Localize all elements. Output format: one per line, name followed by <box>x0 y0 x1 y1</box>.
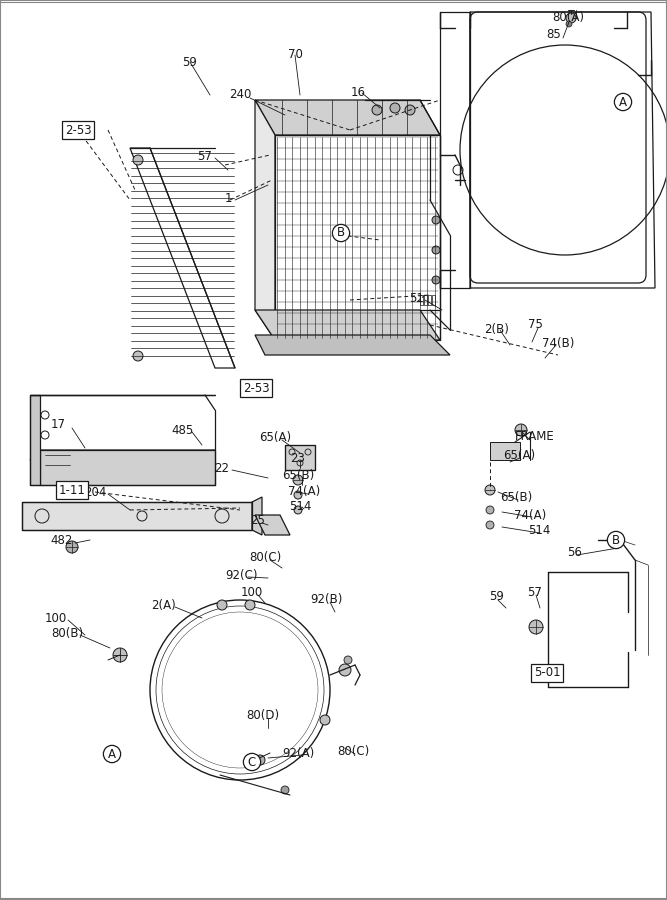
Text: 65(A): 65(A) <box>503 448 535 462</box>
Text: 70: 70 <box>287 49 302 61</box>
Polygon shape <box>30 395 40 485</box>
Text: 22: 22 <box>215 462 229 474</box>
Text: 57: 57 <box>197 150 212 164</box>
Text: 56: 56 <box>568 546 582 560</box>
Polygon shape <box>255 335 450 355</box>
Text: 5-01: 5-01 <box>534 667 560 680</box>
Text: 59: 59 <box>490 590 504 604</box>
Circle shape <box>320 715 330 725</box>
Circle shape <box>485 485 495 495</box>
Circle shape <box>66 541 78 553</box>
Text: 17: 17 <box>51 418 65 431</box>
Text: 74(B): 74(B) <box>542 337 574 349</box>
Text: 2-53: 2-53 <box>65 123 91 137</box>
Polygon shape <box>255 515 290 535</box>
Text: 51: 51 <box>410 292 424 304</box>
Polygon shape <box>40 450 215 485</box>
Circle shape <box>566 21 572 27</box>
Text: 2(B): 2(B) <box>484 323 510 337</box>
Circle shape <box>486 506 494 514</box>
Circle shape <box>293 475 303 485</box>
Circle shape <box>432 276 440 284</box>
Circle shape <box>390 103 400 113</box>
Text: 1: 1 <box>224 192 231 204</box>
Text: 92(B): 92(B) <box>309 593 342 607</box>
Circle shape <box>133 155 143 165</box>
Text: C: C <box>248 755 256 769</box>
Text: 65(B): 65(B) <box>500 491 532 505</box>
Circle shape <box>566 13 576 23</box>
Circle shape <box>255 755 265 765</box>
Text: 85: 85 <box>547 29 562 41</box>
Text: 23: 23 <box>291 452 305 464</box>
Text: FRAME: FRAME <box>515 430 555 444</box>
Text: 74(A): 74(A) <box>288 485 320 499</box>
Circle shape <box>515 424 527 436</box>
Polygon shape <box>255 100 440 135</box>
Text: 204: 204 <box>84 485 106 499</box>
Text: B: B <box>612 534 620 546</box>
Circle shape <box>133 351 143 361</box>
Text: A: A <box>108 748 116 760</box>
Text: 100: 100 <box>45 611 67 625</box>
Polygon shape <box>255 100 275 340</box>
Circle shape <box>405 105 415 115</box>
Text: 2-53: 2-53 <box>243 382 269 394</box>
Circle shape <box>432 246 440 254</box>
Text: 80(B): 80(B) <box>51 626 83 640</box>
Text: 514: 514 <box>528 525 550 537</box>
Circle shape <box>294 491 302 499</box>
Text: 65(B): 65(B) <box>282 469 314 482</box>
Polygon shape <box>490 442 520 460</box>
Text: 80(A): 80(A) <box>552 12 584 24</box>
Circle shape <box>344 656 352 664</box>
Text: 80(D): 80(D) <box>246 709 279 723</box>
Circle shape <box>217 600 227 610</box>
Text: 92(A): 92(A) <box>282 746 314 760</box>
Polygon shape <box>285 445 315 470</box>
Text: 482: 482 <box>51 534 73 546</box>
Text: 75: 75 <box>528 319 542 331</box>
Polygon shape <box>30 450 215 460</box>
Text: 59: 59 <box>183 56 197 68</box>
Circle shape <box>281 786 289 794</box>
Text: 240: 240 <box>229 88 251 102</box>
Circle shape <box>113 648 127 662</box>
Text: 74(A): 74(A) <box>514 508 546 521</box>
Polygon shape <box>252 497 262 535</box>
Polygon shape <box>255 310 440 340</box>
Circle shape <box>486 521 494 529</box>
Circle shape <box>432 216 440 224</box>
Text: 16: 16 <box>350 86 366 98</box>
Circle shape <box>245 600 255 610</box>
Text: B: B <box>337 227 345 239</box>
Text: A: A <box>619 95 627 109</box>
Text: 485: 485 <box>172 424 194 436</box>
Text: 100: 100 <box>241 587 263 599</box>
Text: 65(A): 65(A) <box>259 430 291 444</box>
Text: 92(C): 92(C) <box>225 569 257 581</box>
Circle shape <box>294 506 302 514</box>
Polygon shape <box>22 502 252 530</box>
Text: 2(A): 2(A) <box>151 598 176 611</box>
Text: 25: 25 <box>251 515 265 527</box>
Text: 80(C): 80(C) <box>337 745 369 759</box>
Text: 57: 57 <box>528 587 542 599</box>
Circle shape <box>339 664 351 676</box>
Text: 80(C): 80(C) <box>249 552 281 564</box>
Circle shape <box>529 620 543 634</box>
Text: 1-11: 1-11 <box>59 483 85 497</box>
Text: 514: 514 <box>289 500 311 514</box>
Circle shape <box>372 105 382 115</box>
